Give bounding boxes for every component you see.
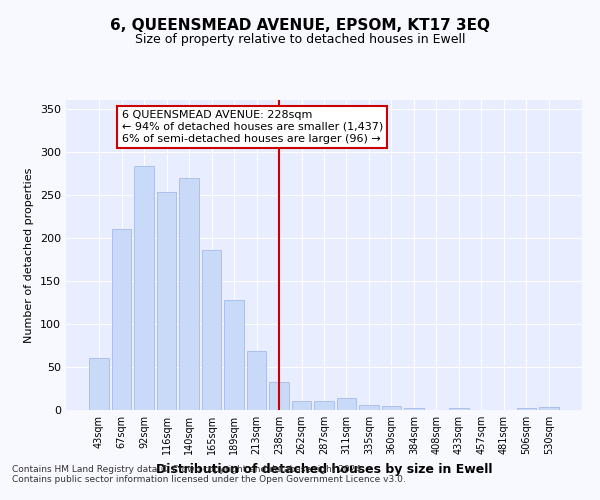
X-axis label: Distribution of detached houses by size in Ewell: Distribution of detached houses by size … (156, 462, 492, 475)
Bar (404, 408, 424, 410)
Bar (157, 192, 176, 410)
Bar (292, 402, 311, 410)
Bar (224, 300, 244, 410)
Text: 6 QUEENSMEAD AVENUE: 228sqm
← 94% of detached houses are smaller (1,437)
6% of s: 6 QUEENSMEAD AVENUE: 228sqm ← 94% of det… (122, 110, 383, 144)
Bar (112, 229, 131, 410)
Bar (382, 406, 401, 410)
Bar (247, 352, 266, 410)
Y-axis label: Number of detached properties: Number of detached properties (25, 168, 34, 342)
Bar (202, 250, 221, 410)
Text: Contains public sector information licensed under the Open Government Licence v3: Contains public sector information licen… (12, 476, 406, 484)
Bar (359, 405, 379, 410)
Bar (449, 408, 469, 410)
Bar (337, 398, 356, 410)
Bar (89, 358, 109, 410)
Bar (179, 178, 199, 410)
Bar (539, 408, 559, 410)
Bar (134, 166, 154, 410)
Text: Contains HM Land Registry data © Crown copyright and database right 2024.: Contains HM Land Registry data © Crown c… (12, 466, 364, 474)
Text: Size of property relative to detached houses in Ewell: Size of property relative to detached ho… (135, 32, 465, 46)
Text: 6, QUEENSMEAD AVENUE, EPSOM, KT17 3EQ: 6, QUEENSMEAD AVENUE, EPSOM, KT17 3EQ (110, 18, 490, 32)
Bar (517, 408, 536, 410)
Bar (269, 382, 289, 410)
Bar (314, 402, 334, 410)
